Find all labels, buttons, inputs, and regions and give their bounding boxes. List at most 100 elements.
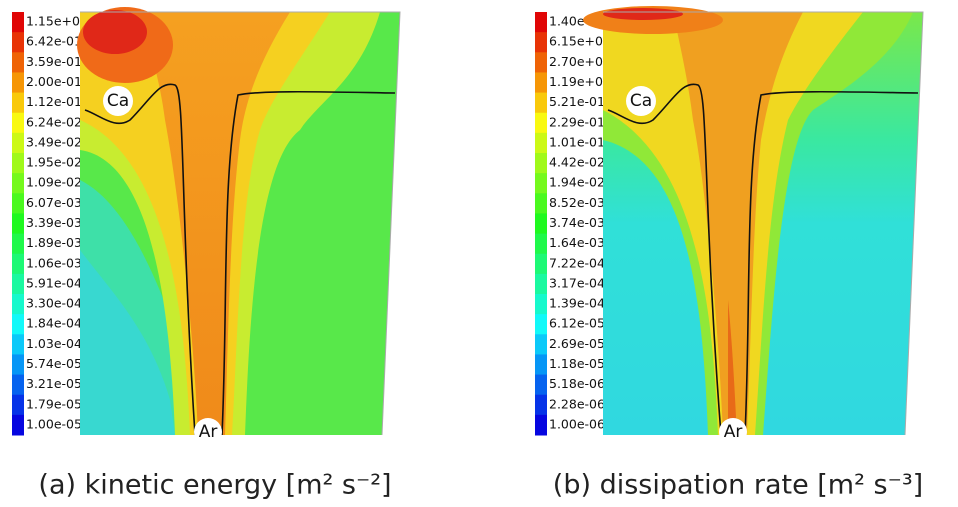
colorbar-swatch <box>535 173 547 194</box>
colorbar-label: 3.17e-04 <box>549 275 605 290</box>
contour-field <box>77 7 401 436</box>
marker-label: Ca <box>630 91 652 111</box>
colorbar-label: 1.95e-02 <box>26 155 82 170</box>
colorbar-label: 1.15e+00 <box>26 14 88 29</box>
colorbar-swatch <box>12 394 24 416</box>
colorbar: 1.40e+016.15e+002.70e+001.19e+005.21e-01… <box>535 12 611 436</box>
colorbar-swatch <box>12 153 24 174</box>
colorbar-swatch <box>12 193 24 214</box>
colorbar-swatch <box>535 153 547 174</box>
colorbar-swatch <box>535 294 547 315</box>
colorbar-swatch <box>535 32 547 53</box>
colorbar-label: 6.42e-01 <box>26 34 82 49</box>
colorbar-swatch <box>12 72 24 94</box>
colorbar-swatch <box>12 314 24 335</box>
colorbar-swatch <box>12 273 24 295</box>
colorbar-label: 1.84e-04 <box>26 316 82 331</box>
panel: 1.40e+016.15e+002.70e+001.19e+005.21e-01… <box>535 6 924 501</box>
caption: (a) kinetic energy [m² s⁻²] <box>38 470 391 501</box>
marker-label: Ar <box>724 422 743 442</box>
colorbar-label: 3.21e-05 <box>26 376 82 391</box>
marker-circle <box>103 86 133 116</box>
colorbar-label: 2.28e-06 <box>549 396 605 411</box>
colorbar-swatch <box>535 253 547 275</box>
marker-circle <box>719 418 747 446</box>
colorbar-label: 4.42e-02 <box>549 155 605 170</box>
colorbar-swatch <box>12 132 24 154</box>
colorbar-swatch <box>12 374 24 396</box>
colorbar-swatch <box>12 213 24 235</box>
colorbar-swatch <box>12 52 24 73</box>
colorbar-label: 2.29e-01 <box>549 114 605 129</box>
panel: 1.15e+00 6.42e-01 3.59e-01 2.00e-01 1.12e-01… <box>12 7 401 501</box>
colorbar-label: 1.64e-03 <box>549 235 605 250</box>
colorbar-label: 1.19e+00 <box>549 74 611 89</box>
marker-circle <box>194 418 222 446</box>
colorbar-label: 1.00e-05 <box>26 416 82 431</box>
colorbar-label: 7.22e-04 <box>549 255 605 270</box>
marker-label: Ar <box>199 422 218 442</box>
colorbar-label: 1.00e-06 <box>549 416 605 431</box>
colorbar-swatch <box>535 273 547 295</box>
colorbar-label: 5.21e-01 <box>549 94 605 109</box>
colorbar-label: 1.39e-04 <box>549 296 605 311</box>
colorbar-swatch <box>12 334 24 355</box>
colorbar-label: 3.49e-02 <box>26 134 82 149</box>
colorbar-label: 5.74e-05 <box>26 356 82 371</box>
colorbar-label: 1.89e-03 <box>26 235 82 250</box>
marker-circle <box>626 86 656 116</box>
colorbar-swatch <box>12 173 24 194</box>
colorbar-swatch <box>12 112 24 134</box>
colorbar-label: 2.00e-01 <box>26 74 82 89</box>
colorbar-swatch <box>535 112 547 134</box>
contour-field <box>583 6 924 436</box>
colorbar-swatch <box>12 32 24 53</box>
marker-label: Ca <box>107 91 129 111</box>
colorbar-swatch <box>535 213 547 235</box>
colorbar-label: 3.30e-04 <box>26 296 82 311</box>
colorbar-swatch <box>12 12 24 33</box>
colorbar-label: 5.18e-06 <box>549 376 605 391</box>
colorbar-label: 1.01e-01 <box>549 134 605 149</box>
colorbar-swatch <box>12 253 24 275</box>
colorbar-swatch <box>535 132 547 154</box>
colorbar-swatch <box>535 374 547 396</box>
colorbar-label: 5.91e-04 <box>26 275 82 290</box>
colorbar-label: 1.79e-05 <box>26 396 82 411</box>
colorbar-swatch <box>535 92 547 114</box>
colorbar-swatch <box>12 92 24 114</box>
colorbar: 1.15e+00 6.42e-01 3.59e-01 2.00e-01 1.12e-01… <box>12 12 88 436</box>
colorbar-label: 1.09e-02 <box>26 175 82 190</box>
colorbar-swatch <box>12 354 24 376</box>
colorbar-label: 1.03e-04 <box>26 336 82 351</box>
colorbar-label: 6.12e-05 <box>549 316 605 331</box>
colorbar-label: 6.15e+00 <box>549 34 611 49</box>
colorbar-swatch <box>535 193 547 214</box>
colorbar-label: 8.52e-03 <box>549 195 605 210</box>
colorbar-label: 2.70e+00 <box>549 54 611 69</box>
colorbar-label: 2.69e-05 <box>549 336 605 351</box>
colorbar-swatch <box>535 52 547 73</box>
colorbar-swatch <box>535 414 547 436</box>
colorbar-label: 3.39e-03 <box>26 215 82 230</box>
caption: (b) dissipation rate [m² s⁻³] <box>553 470 923 501</box>
colorbar-label: 1.12e-01 <box>26 94 82 109</box>
colorbar-label: 6.24e-02 <box>26 114 82 129</box>
colorbar-label: 1.94e-02 <box>549 175 605 190</box>
colorbar-swatch <box>535 233 547 255</box>
colorbar-swatch <box>535 72 547 94</box>
colorbar-swatch <box>535 354 547 376</box>
colorbar-label: 3.74e-03 <box>549 215 605 230</box>
colorbar-swatch <box>12 294 24 315</box>
colorbar-label: 1.18e-05 <box>549 356 605 371</box>
colorbar-label: 3.59e-01 <box>26 54 82 69</box>
colorbar-swatch <box>535 314 547 335</box>
colorbar-swatch <box>535 394 547 416</box>
colorbar-swatch <box>12 414 24 436</box>
colorbar-swatch <box>535 334 547 355</box>
colorbar-label: 6.07e-03 <box>26 195 82 210</box>
colorbar-label: 1.06e-03 <box>26 255 82 270</box>
colorbar-swatch <box>535 12 547 33</box>
colorbar-swatch <box>12 233 24 255</box>
